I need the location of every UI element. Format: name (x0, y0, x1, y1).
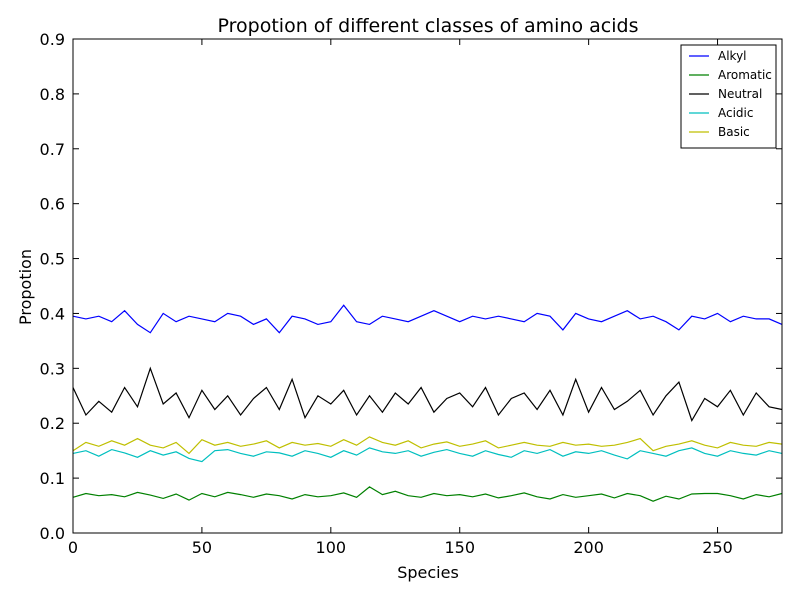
y-tick-label: 0.8 (40, 85, 65, 104)
x-tick-label: 0 (68, 538, 78, 557)
series-layer (72, 304, 783, 502)
x-tick-label: 50 (192, 538, 212, 557)
y-tick-label: 0.4 (40, 304, 65, 323)
y-tick-label: 0.2 (40, 414, 65, 433)
y-tick-label: 0.5 (40, 250, 65, 269)
y-tick-label: 0.7 (40, 140, 65, 159)
x-tick-label: 250 (702, 538, 733, 557)
x-axis-label: Species (397, 563, 459, 582)
y-tick-label: 0.9 (40, 30, 65, 49)
series-line-neutral (72, 366, 783, 422)
series-line-aromatic (72, 486, 783, 502)
series-line-alkyl (72, 304, 783, 334)
y-tick-label: 0.0 (40, 524, 65, 543)
x-axis: 0 50 100 150 200 250 (68, 39, 733, 557)
x-tick-label: 200 (573, 538, 604, 557)
legend-box (680, 44, 777, 149)
y-tick-label: 0.3 (40, 359, 65, 378)
y-tick-label: 0.6 (40, 195, 65, 214)
legend-label-basic: Basic (718, 125, 750, 139)
y-axis-label: Propotion (16, 249, 35, 325)
x-tick-label: 150 (444, 538, 475, 557)
plot-frame (72, 38, 783, 534)
series-line-basic (72, 436, 783, 455)
legend-label-neutral: Neutral (718, 87, 762, 101)
legend: Alkyl Aromatic Neutral Acidic Basic (680, 44, 777, 149)
legend-label-alkyl: Alkyl (718, 49, 747, 63)
legend-label-aromatic: Aromatic (718, 68, 772, 82)
x-tick-label: 100 (316, 538, 347, 557)
y-axis: 0.0 0.1 0.2 0.3 0.4 0.5 0.6 0.7 0.8 0.9 (40, 30, 782, 543)
series-line-acidic (72, 447, 783, 463)
y-tick-label: 0.1 (40, 469, 65, 488)
chart-title: Propotion of different classes of amino … (218, 15, 639, 37)
legend-label-acidic: Acidic (718, 106, 753, 120)
